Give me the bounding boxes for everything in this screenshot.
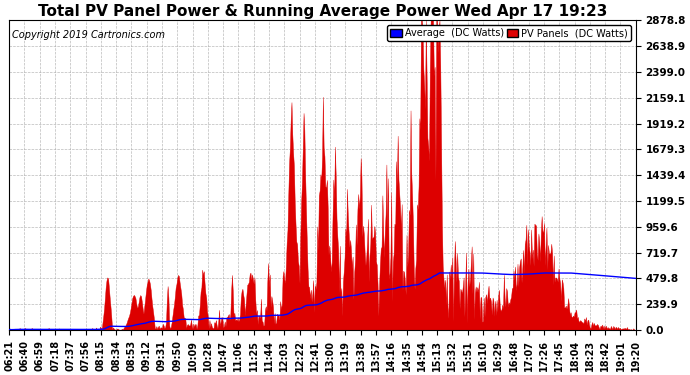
Text: Copyright 2019 Cartronics.com: Copyright 2019 Cartronics.com xyxy=(12,30,166,40)
Legend: Average  (DC Watts), PV Panels  (DC Watts): Average (DC Watts), PV Panels (DC Watts) xyxy=(387,25,631,41)
Title: Total PV Panel Power & Running Average Power Wed Apr 17 19:23: Total PV Panel Power & Running Average P… xyxy=(38,4,607,19)
